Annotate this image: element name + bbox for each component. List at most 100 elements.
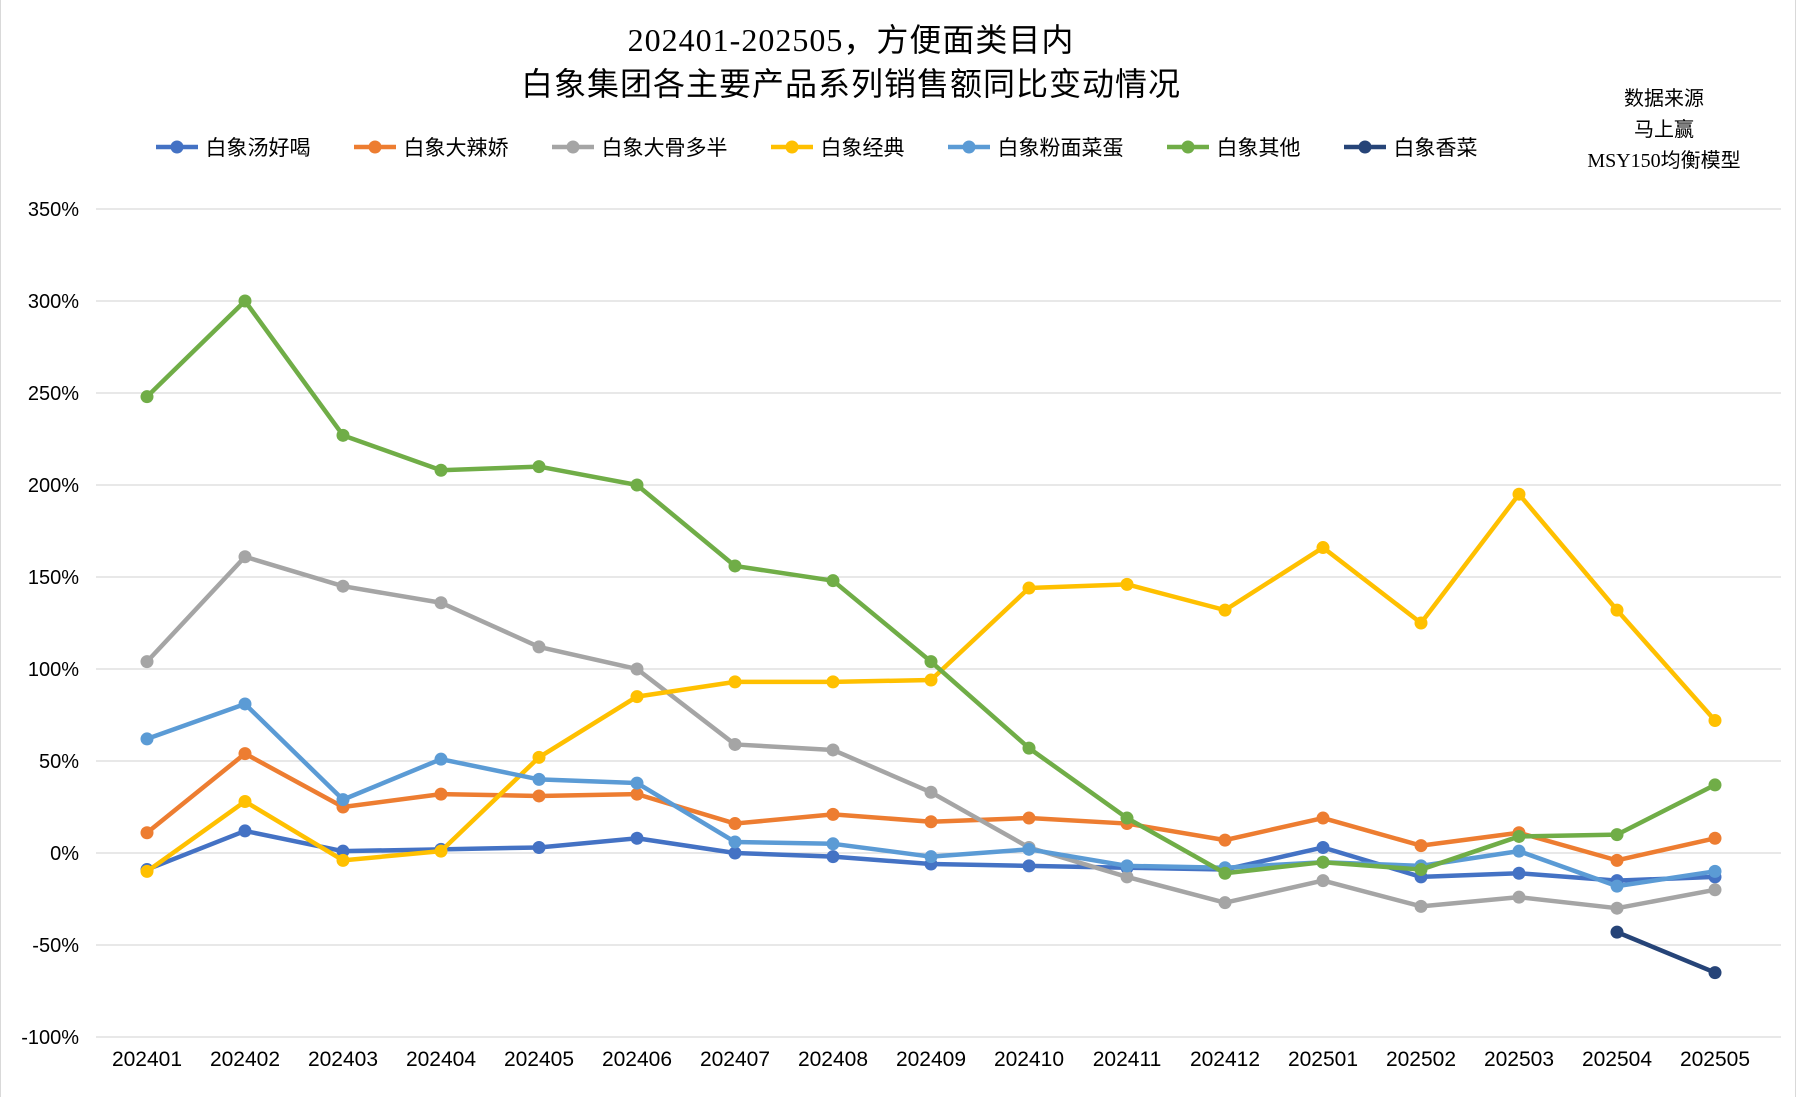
data-point — [1610, 603, 1624, 617]
legend-item-白象大骨多半: 白象大骨多半 — [551, 132, 728, 162]
series-lines — [140, 294, 1722, 980]
data-point — [924, 785, 938, 799]
data-point — [532, 789, 546, 803]
data-point — [1512, 829, 1526, 843]
data-point — [1316, 855, 1330, 869]
data-point — [728, 559, 742, 573]
x-tick-label: 202402 — [210, 1048, 280, 1071]
data-point — [238, 747, 252, 761]
x-tick-label: 202409 — [896, 1048, 966, 1071]
y-tick-label: -100% — [21, 1027, 79, 1049]
legend-marker-icon — [353, 140, 396, 154]
data-point — [1708, 831, 1722, 845]
x-tick-label: 202406 — [602, 1048, 672, 1071]
legend-marker-icon — [947, 140, 990, 154]
data-point — [1218, 603, 1232, 617]
legend-label: 白象粉面菜蛋 — [997, 136, 1124, 160]
data-point — [1120, 577, 1134, 591]
data-point — [434, 787, 448, 801]
legend-item-白象汤好喝: 白象汤好喝 — [155, 132, 311, 162]
data-point — [1414, 839, 1428, 853]
x-axis-tick-labels: 202401 202402 202403 202404 202405 202406 2024… — [112, 1048, 1750, 1071]
data-point — [336, 428, 350, 442]
legend-item-白象经典: 白象经典 — [770, 132, 905, 162]
data-point — [924, 655, 938, 669]
legend-item-白象其他: 白象其他 — [1166, 132, 1301, 162]
y-tick-label: 300% — [28, 291, 79, 313]
chart-title: 202401-202505，方便面类目内 白象集团各主要产品系列销售额同比变动情… — [1, 18, 1701, 106]
legend-marker-icon — [551, 140, 594, 154]
data-point — [1316, 874, 1330, 888]
data-point — [826, 574, 840, 588]
source-note: 数据来源 马上赢 MSY150均衡模型 — [1559, 84, 1769, 177]
data-point — [336, 579, 350, 593]
data-point — [1610, 828, 1624, 842]
gridlines — [96, 208, 1781, 1038]
x-tick-label: 202410 — [994, 1048, 1064, 1071]
data-point — [630, 776, 644, 790]
data-point — [1610, 853, 1624, 867]
data-point — [1512, 487, 1526, 501]
legend-label: 白象香菜 — [1393, 136, 1478, 160]
series-白象香菜 — [1610, 925, 1722, 980]
data-point — [1414, 899, 1428, 913]
legend-item-白象大辣娇: 白象大辣娇 — [353, 132, 509, 162]
data-point — [1610, 925, 1624, 939]
data-point — [532, 772, 546, 786]
series-line — [1614, 929, 1718, 975]
y-tick-label: 0% — [50, 843, 79, 865]
data-point — [826, 743, 840, 757]
data-point — [238, 550, 252, 564]
x-tick-label: 202403 — [308, 1048, 378, 1071]
data-point — [728, 846, 742, 860]
series-白象其他 — [140, 294, 1722, 880]
data-point — [630, 478, 644, 492]
data-point — [826, 837, 840, 851]
x-tick-label: 202405 — [504, 1048, 574, 1071]
legend-marker-icon — [155, 140, 198, 154]
data-point — [140, 864, 154, 878]
data-point — [1218, 896, 1232, 910]
data-point — [728, 737, 742, 751]
x-tick-label: 202407 — [700, 1048, 770, 1071]
legend-marker-icon — [1343, 140, 1386, 154]
y-tick-label: 150% — [28, 567, 79, 589]
legend-label: 白象汤好喝 — [205, 136, 311, 160]
data-point — [1022, 859, 1036, 873]
data-point — [1022, 741, 1036, 755]
data-point — [1708, 966, 1722, 980]
chart-title-line1: 202401-202505，方便面类目内 — [627, 22, 1075, 58]
data-point — [140, 732, 154, 746]
data-point — [434, 752, 448, 766]
data-point — [1316, 541, 1330, 555]
data-point — [728, 675, 742, 689]
data-point — [238, 794, 252, 808]
series-白象经典 — [140, 487, 1722, 878]
data-point — [1120, 811, 1134, 825]
data-point — [238, 824, 252, 838]
data-point — [532, 750, 546, 764]
data-point — [1708, 864, 1722, 878]
y-tick-label: 100% — [28, 659, 79, 681]
x-tick-label: 202404 — [406, 1048, 476, 1071]
y-tick-label: 200% — [28, 475, 79, 497]
legend-label: 白象经典 — [820, 136, 905, 160]
x-tick-label: 202411 — [1093, 1048, 1162, 1071]
data-point — [826, 807, 840, 821]
data-point — [630, 690, 644, 704]
data-point — [1218, 833, 1232, 847]
data-point — [238, 294, 252, 308]
y-axis-tick-labels: 350% 300% 250% 200% 150% 100% 50% 0% -50% -100% — [21, 199, 79, 1049]
legend-item-白象香菜: 白象香菜 — [1343, 132, 1478, 162]
series-白象大骨多半 — [140, 550, 1722, 915]
x-tick-label: 202505 — [1680, 1048, 1750, 1071]
data-point — [1512, 866, 1526, 880]
data-point — [532, 460, 546, 474]
source-note-line1: 数据来源 — [1624, 88, 1704, 110]
data-point — [924, 815, 938, 829]
data-point — [434, 844, 448, 858]
data-point — [336, 793, 350, 807]
x-tick-label: 202501 — [1288, 1048, 1358, 1071]
data-point — [1610, 879, 1624, 893]
